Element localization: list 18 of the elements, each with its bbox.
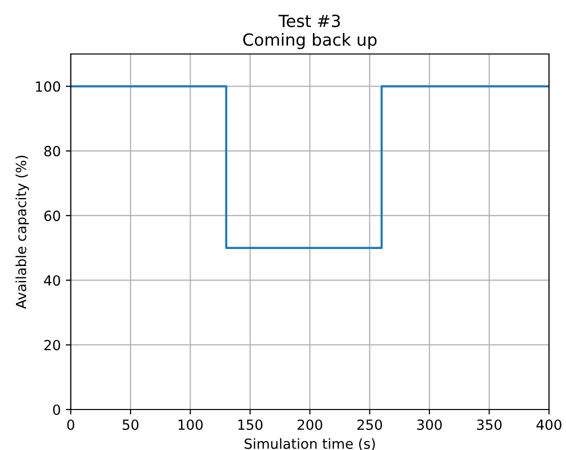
x-tick-label: 50 — [122, 419, 138, 430]
y-tick-label: 100 — [36, 81, 60, 92]
y-axis-title: Available capacity (%) — [16, 156, 29, 309]
y-tick-label: 80 — [44, 146, 60, 156]
x-tick-label: 0 — [67, 419, 74, 430]
y-tick-label: 0 — [53, 404, 60, 415]
chart-subtitle: Coming back up — [243, 33, 377, 50]
x-tick-label: 250 — [357, 419, 382, 430]
chart-title: Test #3 — [278, 14, 340, 28]
y-tick-label: 20 — [44, 340, 60, 350]
y-tick-label: 40 — [44, 275, 60, 286]
x-tick-label: 200 — [298, 419, 322, 430]
x-tick-label: 100 — [178, 419, 203, 430]
y-tick-label: 60 — [44, 210, 60, 222]
x-tick-label: 150 — [238, 419, 262, 430]
x-tick-label: 300 — [417, 419, 442, 430]
x-tick-label: 350 — [477, 419, 502, 430]
x-tick-label: 400 — [536, 419, 562, 430]
